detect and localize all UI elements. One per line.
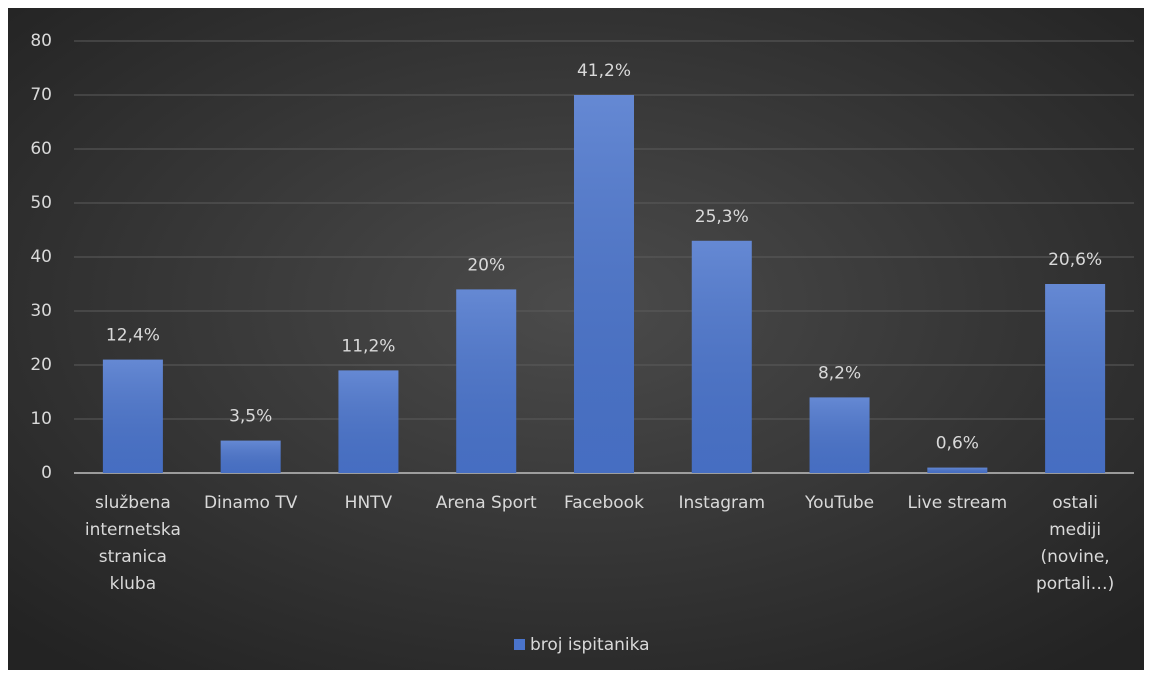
bar-shade	[220, 440, 281, 473]
x-tick-label: YouTube	[804, 493, 874, 513]
y-tick-label: 30	[30, 301, 52, 321]
x-tick-label: ostali mediji (novine, portali…)	[1036, 493, 1114, 594]
legend-label: broj ispitanika	[530, 635, 650, 655]
data-label: 20%	[467, 255, 505, 275]
bar-shade	[691, 240, 752, 473]
bar-shade	[1045, 284, 1106, 473]
data-label: 20,6%	[1048, 250, 1102, 270]
y-tick-label: 70	[30, 85, 52, 105]
x-tick-label: službena internetska stranica kluba	[85, 493, 181, 594]
data-label: 11,2%	[341, 336, 395, 356]
bar-shade	[809, 397, 870, 473]
x-tick-label: Instagram	[679, 493, 766, 513]
y-tick-label: 60	[30, 139, 52, 159]
data-label: 3,5%	[229, 407, 272, 427]
data-label: 12,4%	[106, 326, 160, 346]
y-tick-label: 20	[30, 355, 52, 375]
x-tick-label: Arena Sport	[436, 493, 537, 513]
y-tick-label: 0	[41, 463, 52, 483]
bar-shade	[456, 289, 517, 473]
x-tick-label: Dinamo TV	[204, 493, 298, 513]
y-tick-label: 10	[30, 409, 52, 429]
y-tick-label: 50	[30, 193, 52, 213]
legend-swatch	[514, 639, 525, 650]
y-tick-label: 80	[30, 31, 52, 51]
bar-shade	[338, 370, 399, 473]
data-label: 41,2%	[577, 61, 631, 81]
x-tick-label: Facebook	[564, 493, 644, 513]
bar-shade	[927, 467, 988, 473]
data-label: 25,3%	[695, 207, 749, 227]
bar-shade	[574, 95, 634, 473]
data-label: 8,2%	[818, 363, 861, 383]
x-tick-label: Live stream	[907, 493, 1007, 513]
x-tick-label: HNTV	[345, 493, 393, 513]
data-label: 0,6%	[936, 434, 979, 454]
bar-shade	[102, 359, 163, 473]
y-tick-label: 40	[30, 247, 52, 267]
